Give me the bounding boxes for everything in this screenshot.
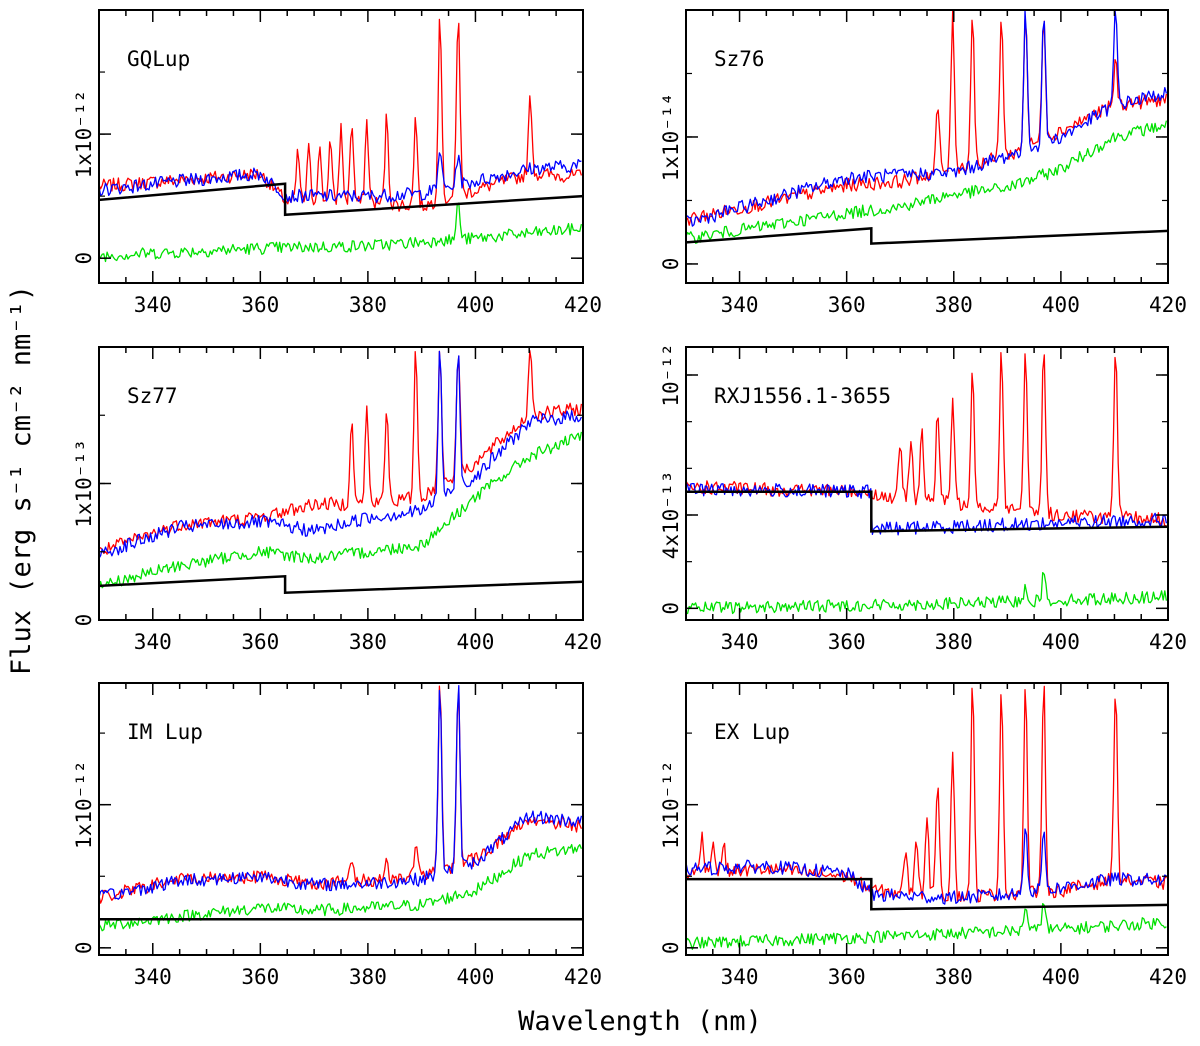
series-red-3 <box>686 351 1167 527</box>
x-axis-title: Wavelength (nm) <box>518 1006 762 1037</box>
y-tick-label-1: 1x10⁻¹⁴ <box>659 93 683 182</box>
panel-0: 340 360 380 400 420 0 1x10⁻¹² GQLup <box>72 9 602 317</box>
x-tick-label-5: 400 <box>1042 965 1080 989</box>
x-tick-label-5: 380 <box>935 965 973 989</box>
series-green-4 <box>99 843 583 932</box>
series-red-2 <box>99 349 583 555</box>
x-tick-label-4: 380 <box>349 965 387 989</box>
series-red-5 <box>686 685 1167 903</box>
series-blue-5 <box>686 828 1167 905</box>
x-tick-label-5: 340 <box>721 965 759 989</box>
series-green-2 <box>99 431 583 591</box>
y-tick-label-3: 0 <box>659 602 683 615</box>
panels-group: 340 360 380 400 420 0 1x10⁻¹² GQLup 340 360 380 400… <box>72 9 1187 989</box>
x-tick-label-5: 420 <box>1149 965 1187 989</box>
y-tick-label-4: 1x10⁻¹² <box>72 760 96 849</box>
plot-area-0 <box>99 18 583 263</box>
x-tick-label-1: 420 <box>1149 293 1187 317</box>
plot-area-3 <box>686 351 1168 615</box>
x-tick-label-3: 340 <box>721 630 759 654</box>
x-tick-label-0: 400 <box>456 293 494 317</box>
panel-3: 340 360 380 400 420 0 4x10⁻¹³ 10⁻¹² RXJ1556.1-36… <box>659 343 1187 654</box>
x-tick-label-1: 360 <box>828 293 866 317</box>
x-tick-label-2: 400 <box>456 630 494 654</box>
x-tick-label-2: 420 <box>564 630 602 654</box>
panel-5: 340 360 380 400 420 0 1x10⁻¹² EX Lup <box>659 682 1187 989</box>
x-tick-label-0: 360 <box>241 293 279 317</box>
x-tick-label-1: 380 <box>935 293 973 317</box>
x-tick-label-1: 400 <box>1042 293 1080 317</box>
panel-title-0: GQLup <box>127 47 190 71</box>
x-tick-label-4: 420 <box>564 965 602 989</box>
plot-area-2 <box>99 349 583 594</box>
series-green-5 <box>686 902 1167 950</box>
y-tick-label-3: 10⁻¹² <box>659 343 683 406</box>
plot-area-4 <box>99 684 583 932</box>
y-tick-label-2: 1x10⁻¹³ <box>72 439 96 528</box>
plot-area-5 <box>686 685 1168 950</box>
model-continuum-1 <box>686 227 1168 245</box>
y-tick-label-5: 0 <box>659 942 683 955</box>
model-continuum-3 <box>686 490 1168 533</box>
x-tick-label-2: 340 <box>134 630 172 654</box>
series-green-0 <box>99 202 583 263</box>
x-tick-label-4: 340 <box>134 965 172 989</box>
y-tick-label-3: 4x10⁻¹³ <box>659 471 683 560</box>
x-tick-label-4: 360 <box>241 965 279 989</box>
series-blue-0 <box>99 152 582 204</box>
x-tick-label-3: 360 <box>828 630 866 654</box>
x-tick-label-2: 380 <box>349 630 387 654</box>
model-continuum-5 <box>686 877 1168 911</box>
model-continuum-2 <box>99 574 583 594</box>
x-tick-label-4: 400 <box>456 965 494 989</box>
panel-title-5: EX Lup <box>714 720 790 744</box>
y-tick-label-1: 0 <box>659 258 683 271</box>
panel-title-4: IM Lup <box>127 720 203 744</box>
plot-area-1 <box>686 10 1168 245</box>
y-tick-label-2: 0 <box>72 614 96 627</box>
series-green-3 <box>686 571 1168 615</box>
y-tick-label-0: 0 <box>72 252 96 265</box>
series-blue-3 <box>686 482 1168 536</box>
panel-4: 340 360 380 400 420 0 1x10⁻¹² IM Lup <box>72 682 602 989</box>
y-tick-label-5: 1x10⁻¹² <box>659 760 683 849</box>
series-green-1 <box>686 120 1168 244</box>
x-tick-label-0: 380 <box>349 293 387 317</box>
series-blue-2 <box>99 350 582 559</box>
y-axis-title: Flux (erg s⁻¹ cm⁻² nm⁻¹) <box>6 285 37 675</box>
series-blue-4 <box>99 684 583 900</box>
series-red-0 <box>99 18 583 212</box>
series-blue-1 <box>686 10 1168 227</box>
x-tick-label-1: 340 <box>721 293 759 317</box>
y-tick-label-0: 1x10⁻¹² <box>72 90 96 179</box>
x-tick-label-3: 420 <box>1149 630 1187 654</box>
x-tick-label-3: 400 <box>1042 630 1080 654</box>
panel-title-2: Sz77 <box>127 384 178 408</box>
x-tick-label-0: 340 <box>134 293 172 317</box>
y-tick-label-4: 0 <box>72 942 96 955</box>
model-continuum-0 <box>99 182 583 217</box>
x-tick-label-5: 360 <box>828 965 866 989</box>
x-tick-label-0: 420 <box>564 293 602 317</box>
panel-2: 340 360 380 400 420 0 1x10⁻¹³ Sz77 <box>72 346 602 654</box>
panel-1: 340 360 380 400 420 0 1x10⁻¹⁴ Sz76 <box>659 9 1187 317</box>
panel-title-3: RXJ1556.1-3655 <box>714 384 891 408</box>
x-tick-label-2: 360 <box>241 630 279 654</box>
x-tick-label-3: 380 <box>935 630 973 654</box>
panel-title-1: Sz76 <box>714 47 765 71</box>
series-red-1 <box>686 10 1168 226</box>
